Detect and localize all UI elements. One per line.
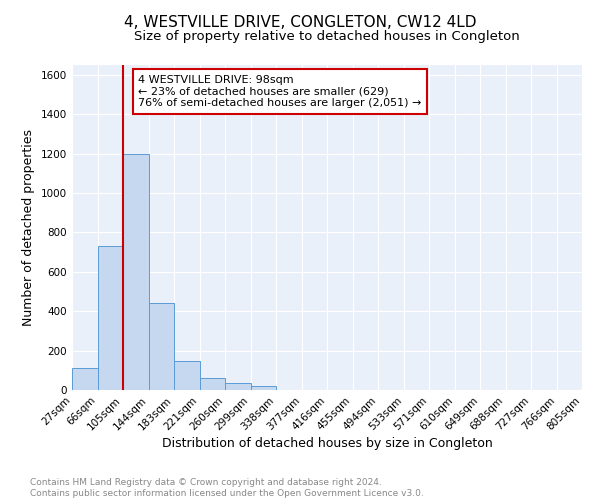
Text: 4 WESTVILLE DRIVE: 98sqm
← 23% of detached houses are smaller (629)
76% of semi-: 4 WESTVILLE DRIVE: 98sqm ← 23% of detach… <box>139 74 422 108</box>
Bar <box>225 383 251 390</box>
Title: Size of property relative to detached houses in Congleton: Size of property relative to detached ho… <box>134 30 520 43</box>
Bar <box>174 362 199 390</box>
Bar <box>72 368 97 390</box>
Text: Contains HM Land Registry data © Crown copyright and database right 2024.
Contai: Contains HM Land Registry data © Crown c… <box>30 478 424 498</box>
Y-axis label: Number of detached properties: Number of detached properties <box>22 129 35 326</box>
Bar <box>123 154 149 390</box>
Bar <box>251 386 276 390</box>
X-axis label: Distribution of detached houses by size in Congleton: Distribution of detached houses by size … <box>161 438 493 450</box>
Text: 4, WESTVILLE DRIVE, CONGLETON, CW12 4LD: 4, WESTVILLE DRIVE, CONGLETON, CW12 4LD <box>124 15 476 30</box>
Bar <box>199 378 225 390</box>
Bar <box>149 304 174 390</box>
Bar <box>97 246 123 390</box>
